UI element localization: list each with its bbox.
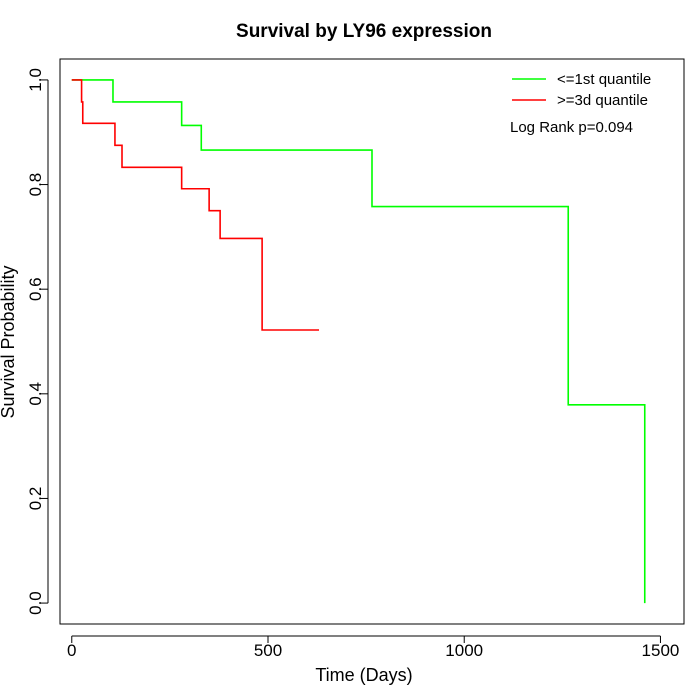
y-tick-label: 1.0 [26, 68, 45, 92]
y-axis: 0.0 0.2 0.4 0.6 0.8 1.0 [26, 68, 49, 615]
x-tick-label: 0 [67, 641, 76, 660]
legend: <=1st quantile >=3d quantile [512, 71, 651, 109]
log-rank-annotation: Log Rank p=0.094 [510, 119, 633, 136]
legend-label: >=3d quantile [557, 92, 648, 109]
x-tick-label: 1500 [642, 641, 680, 660]
y-axis-label: Survival Probability [0, 265, 18, 418]
y-tick-label: 0.0 [26, 591, 45, 615]
series-line-1 [71, 79, 646, 604]
chart-title: Survival by LY96 expression [236, 21, 492, 42]
x-tick-label: 1000 [445, 641, 483, 660]
series-layer [71, 79, 646, 604]
y-tick-label: 0.8 [26, 173, 45, 197]
y-tick-label: 0.6 [26, 277, 45, 301]
legend-label: <=1st quantile [557, 71, 651, 88]
series-line-2 [71, 79, 320, 331]
y-tick-label: 0.4 [26, 382, 45, 406]
y-tick-label: 0.2 [26, 487, 45, 511]
x-axis-label: Time (Days) [315, 665, 412, 685]
plot-area-frame [59, 58, 685, 625]
x-tick-label: 500 [254, 641, 282, 660]
x-axis: 0 500 1000 1500 [67, 635, 680, 660]
